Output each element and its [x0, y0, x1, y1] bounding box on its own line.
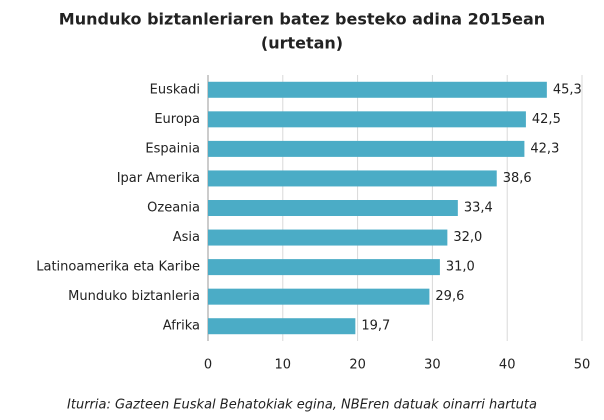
- value-label: 33,4: [464, 201, 493, 216]
- bar: [208, 288, 430, 305]
- y-tick-label: Ipar Amerika: [117, 171, 200, 186]
- y-tick-label: Euskadi: [150, 82, 200, 97]
- y-tick-label: Ozeania: [147, 201, 200, 216]
- x-tick-label: 50: [574, 358, 591, 373]
- bar: [208, 259, 440, 276]
- bar: [208, 81, 547, 98]
- x-tick-label: 40: [499, 358, 516, 373]
- bar: [208, 200, 458, 216]
- chart-title: Munduko biztanleriaren batez besteko adi…: [59, 10, 545, 29]
- value-label: 42,5: [532, 112, 561, 127]
- y-tick-label: Asia: [173, 230, 200, 245]
- value-label: 32,0: [453, 230, 482, 245]
- y-tick-label: Espainia: [145, 141, 200, 156]
- chart-subtitle: (urtetan): [261, 34, 343, 53]
- value-label: 19,7: [361, 319, 390, 334]
- x-tick-label: 20: [349, 358, 366, 373]
- value-label: 29,6: [435, 289, 464, 304]
- y-tick-label: Munduko biztanleria: [68, 289, 200, 304]
- bar: [208, 229, 448, 246]
- x-tick-label: 30: [424, 358, 441, 373]
- value-label: 38,6: [503, 171, 532, 186]
- y-tick-label: Afrika: [163, 319, 200, 334]
- bar: [208, 318, 356, 335]
- y-tick-label: Latinoamerika eta Karibe: [36, 260, 200, 275]
- value-label: 42,3: [530, 141, 559, 156]
- y-tick-label: Europa: [154, 112, 200, 127]
- bar: [208, 140, 525, 157]
- source-note: Iturria: Gazteen Euskal Behatokiak egina…: [67, 398, 537, 413]
- bar: [208, 111, 526, 128]
- x-tick-label: 10: [275, 358, 292, 373]
- bar: [208, 170, 497, 187]
- value-label: 45,3: [553, 82, 582, 97]
- value-label: 31,0: [446, 260, 475, 275]
- x-tick-label: 0: [204, 358, 212, 373]
